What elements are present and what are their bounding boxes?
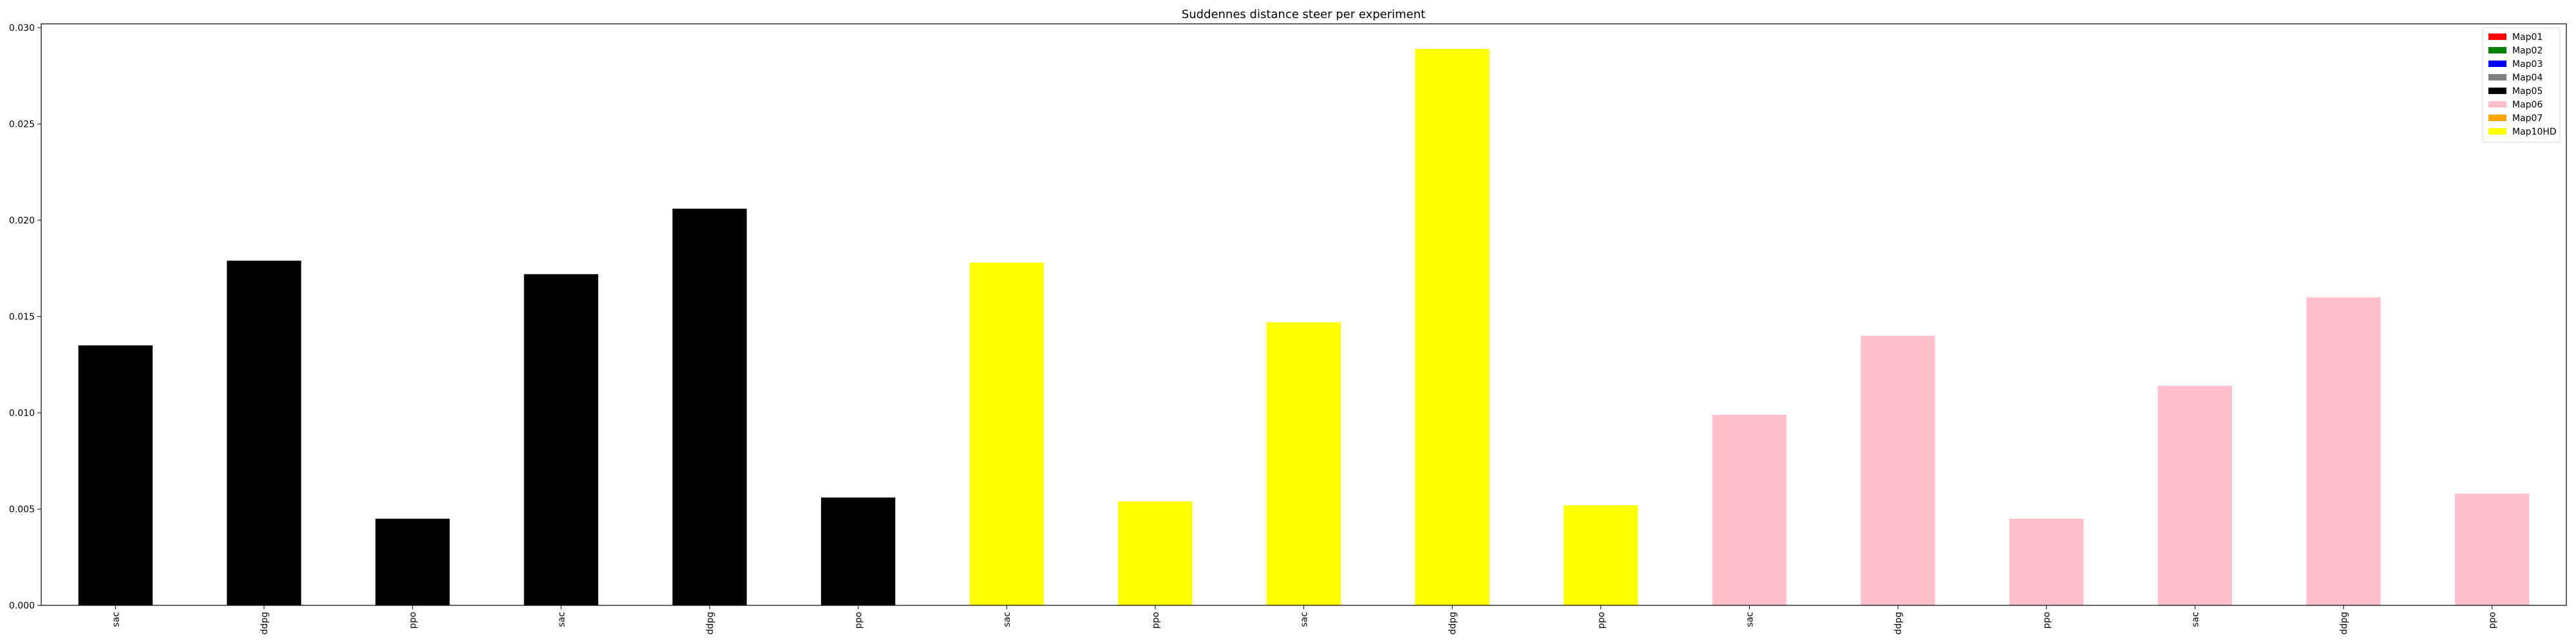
y-tick-label: 0.010 [9,408,35,419]
legend-swatch [2488,128,2506,135]
x-tick-label: sac [556,612,567,627]
bar-ddpg-16 [2306,297,2381,605]
legend-label: Map01 [2512,32,2543,43]
legend-label: Map04 [2512,73,2543,83]
x-tick-label: sac [1300,612,1310,627]
x-tick-label: ddpg [1893,612,1904,635]
legend-swatch [2488,115,2506,121]
bar-ddpg-10 [1415,48,1490,606]
x-tick-label: ppo [2488,612,2498,629]
bar-ddpg-5 [672,209,747,605]
x-tick-label: sac [2190,612,2201,627]
x-tick-label: ppo [2042,612,2052,629]
bar-sac-12 [1712,414,1787,605]
bar-ddpg-2 [227,260,301,605]
axes-layer: sac ddpg ppo sac ddpg ppo sac ppo sac ddpg ppo sac d… [9,23,2567,635]
x-tick-label: ddpg [1448,612,1458,635]
x-tick-label: sac [111,612,121,627]
y-tick-label: 0.005 [9,504,35,515]
y-tick-label: 0.025 [9,119,35,129]
bar-ddpg-13 [1861,336,1935,605]
y-tick-label: 0.000 [9,601,35,611]
x-tick-label: ppo [408,612,419,629]
legend-label: Map10HD [2512,127,2557,137]
y-tick-label: 0.020 [9,216,35,226]
x-tick-label: ppo [1151,612,1161,629]
bar-ppo-17 [2455,493,2530,605]
legend-swatch [2488,101,2506,108]
bar-sac-4 [524,274,598,605]
plot-frame [41,23,2567,606]
legend-box [2482,27,2561,143]
bar-ppo-6 [820,497,896,605]
bar-sac-1 [78,345,153,605]
legend-label: Map02 [2512,46,2543,56]
x-tick-label: ddpg [260,612,270,635]
bar-ppo-11 [1564,505,1638,605]
bars-layer [78,48,2530,606]
legend-swatch [2488,74,2506,80]
legend-swatch [2488,61,2506,67]
chart-title: Suddennes distance steer per experiment [1182,8,1425,21]
x-tick-label: ppo [1596,612,1607,629]
x-tick-label: ddpg [2339,612,2349,635]
bar-ppo-3 [375,518,450,605]
x-tick-label: sac [1002,612,1012,627]
bar-sac-7 [969,262,1044,606]
bar-ppo-8 [1118,501,1193,605]
legend-label: Map05 [2512,86,2543,97]
x-tick-label: ddpg [705,612,715,635]
bar-sac-15 [2157,386,2233,605]
legend-label: Map03 [2512,59,2543,70]
y-tick-label: 0.015 [9,312,35,322]
legend-swatch [2488,33,2506,40]
legend-label: Map06 [2512,100,2543,110]
bar-ppo-14 [2009,518,2084,605]
legend-swatch [2488,88,2506,94]
legend-label: Map07 [2512,113,2543,124]
legend-swatch [2488,47,2506,53]
y-tick-label: 0.030 [9,23,35,33]
x-tick-label: sac [1745,612,1755,627]
bar-sac-9 [1266,322,1341,605]
legend: Map01 Map02 Map03 Map04 Map05 Map06 Map07 Map10… [2482,27,2561,143]
x-tick-label: ppo [854,612,864,629]
